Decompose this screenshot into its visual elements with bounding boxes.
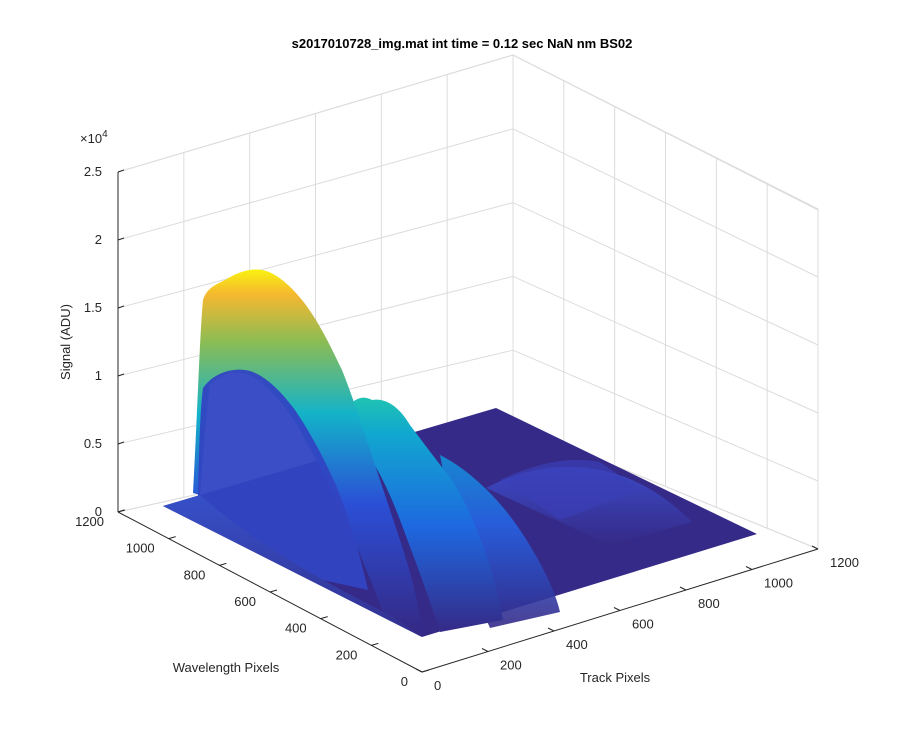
- y-tick: [320, 616, 328, 620]
- z-tick-label: 1.5: [84, 300, 102, 315]
- y-tick-label: 200: [336, 647, 358, 662]
- z-tick: [117, 169, 125, 173]
- x-tick-label: 400: [566, 637, 588, 652]
- z-tick: [117, 373, 125, 377]
- x-axis-label: Track Pixels: [580, 670, 651, 685]
- z-tick: [117, 305, 125, 309]
- x-tick: [679, 586, 687, 591]
- x-tick-label: 1200: [830, 555, 859, 570]
- x-tick-label: 0: [434, 678, 441, 693]
- x-tick: [415, 668, 423, 673]
- x-tick: [481, 648, 489, 652]
- y-tick-label: 400: [285, 621, 307, 636]
- y-tick: [219, 562, 227, 566]
- z-exponent-label: ×104: [80, 129, 108, 146]
- y-tick: [421, 669, 430, 673]
- x-tick-label: 1000: [764, 576, 793, 591]
- z-axis-label: Signal (ADU): [58, 304, 73, 380]
- y-tick: [117, 509, 126, 513]
- y-tick: [269, 589, 278, 593]
- ridge-peak-2: [345, 397, 503, 632]
- z-tick-label: 2: [95, 232, 102, 247]
- x-tick-label: 800: [698, 596, 720, 611]
- y-tick-label: 1000: [126, 541, 155, 556]
- x-tick-label: 600: [632, 617, 654, 632]
- y-axis-label: Wavelength Pixels: [173, 660, 280, 675]
- z-tick: [117, 441, 125, 445]
- z-tick: [117, 237, 125, 241]
- z-tick-label: 0.5: [84, 436, 102, 451]
- y-tick: [371, 642, 379, 646]
- gridlines: [117, 54, 819, 550]
- front-face: [163, 495, 422, 637]
- x-tick-label: 200: [500, 658, 522, 673]
- y-tick-label: 1200: [75, 514, 104, 529]
- z-tick-label: 1: [95, 368, 102, 383]
- chart-title: s2017010728_img.mat int time = 0.12 sec …: [292, 36, 633, 51]
- x-tick: [613, 607, 621, 611]
- x-tick: [811, 545, 819, 550]
- surface: [163, 269, 757, 637]
- y-tick-label: 0: [401, 674, 408, 689]
- y-tick-label: 600: [234, 594, 256, 609]
- ridge-far-4: [500, 459, 640, 520]
- y-tick: [168, 536, 176, 540]
- ticks: 00.511.522.50200400600800100012000200400…: [75, 164, 859, 693]
- ridge-far-3: [440, 455, 560, 628]
- y-tick-label: 800: [184, 567, 206, 582]
- z-tick-label: 2.5: [84, 164, 102, 179]
- x-tick: [547, 627, 555, 632]
- ridge-peak-1: [193, 269, 422, 630]
- x-tick: [745, 566, 753, 570]
- z-tick-label: 0: [95, 504, 102, 519]
